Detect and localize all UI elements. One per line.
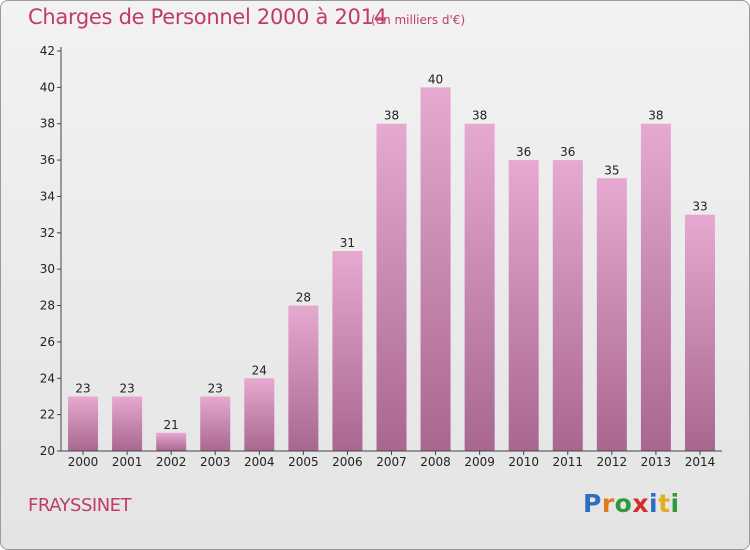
bar-2009 — [464, 123, 495, 452]
y-tick-label-34: 34 — [40, 189, 55, 203]
logo-letter: o — [614, 489, 633, 518]
bar-2004 — [244, 378, 275, 451]
x-tick-label-2005: 2005 — [288, 455, 319, 469]
proxiti-logo: Proxiti — [583, 489, 680, 518]
x-tick-label-2000: 2000 — [68, 455, 99, 469]
x-tick-label-2006: 2006 — [332, 455, 363, 469]
logo-letter: r — [601, 489, 615, 518]
value-label-2011: 36 — [560, 145, 575, 159]
bar-2006 — [332, 251, 363, 451]
logo-letter: P — [583, 489, 602, 518]
value-label-2006: 31 — [340, 236, 355, 250]
x-tick-label-2009: 2009 — [464, 455, 495, 469]
bar-2000 — [68, 396, 99, 451]
value-label-2001: 23 — [119, 381, 134, 395]
value-label-2010: 36 — [516, 145, 531, 159]
logo-letter: t — [658, 489, 671, 518]
logo-letter: i — [649, 489, 659, 518]
y-tick-label-30: 30 — [40, 262, 55, 276]
bar-2013 — [640, 123, 671, 452]
value-label-2003: 23 — [208, 381, 223, 395]
x-tick-label-2001: 2001 — [112, 455, 143, 469]
value-label-2014: 33 — [692, 200, 707, 214]
value-label-2005: 28 — [296, 291, 311, 305]
bar-2005 — [288, 305, 319, 451]
x-tick-label-2004: 2004 — [244, 455, 275, 469]
y-tick-label-40: 40 — [40, 80, 55, 94]
value-label-2013: 38 — [648, 109, 663, 123]
x-tick-label-2012: 2012 — [597, 455, 628, 469]
bar-2002 — [156, 432, 187, 451]
y-tick-label-38: 38 — [40, 117, 55, 131]
chart-title: Charges de Personnel 2000 à 2014 — [28, 5, 387, 29]
bars-group — [68, 87, 715, 452]
bar-2010 — [508, 160, 539, 451]
x-tick-label-2014: 2014 — [685, 455, 716, 469]
value-label-2004: 24 — [252, 363, 267, 377]
value-label-2009: 38 — [472, 109, 487, 123]
x-tick-label-2002: 2002 — [156, 455, 187, 469]
bar-2007 — [376, 123, 407, 452]
bar-2014 — [684, 214, 715, 451]
y-tick-label-24: 24 — [40, 371, 55, 385]
y-tick-label-20: 20 — [40, 444, 55, 458]
x-tick-label-2007: 2007 — [376, 455, 407, 469]
y-tick-label-28: 28 — [40, 299, 55, 313]
bar-2003 — [200, 396, 231, 451]
bar-2012 — [596, 178, 627, 452]
x-tick-label-2003: 2003 — [200, 455, 231, 469]
bar-2008 — [420, 87, 451, 451]
value-label-2007: 38 — [384, 109, 399, 123]
x-tick-label-2011: 2011 — [552, 455, 583, 469]
y-tick-label-36: 36 — [40, 153, 55, 167]
logo-letter: i — [670, 489, 680, 518]
x-tick-label-2008: 2008 — [420, 455, 451, 469]
labels-group: 23 2000 23 2001 21 2002 23 2003 24 2004 28 2005 31 20… — [40, 44, 716, 469]
value-label-2012: 35 — [604, 163, 619, 177]
value-label-2008: 40 — [428, 72, 443, 86]
bar-2011 — [552, 160, 583, 451]
chart-unit: (en milliers d'€) — [371, 13, 466, 27]
y-tick-label-26: 26 — [40, 335, 55, 349]
x-tick-label-2010: 2010 — [508, 455, 539, 469]
logo-letter: x — [632, 489, 649, 518]
value-label-2000: 23 — [75, 381, 90, 395]
value-label-2002: 21 — [164, 418, 179, 432]
commune-name: FRAYSSINET — [28, 495, 132, 516]
x-tick-label-2013: 2013 — [641, 455, 672, 469]
y-tick-label-32: 32 — [40, 226, 55, 240]
y-tick-label-42: 42 — [40, 44, 55, 58]
bar-2001 — [112, 396, 143, 451]
axes-group — [57, 47, 722, 455]
y-tick-label-22: 22 — [40, 408, 55, 422]
